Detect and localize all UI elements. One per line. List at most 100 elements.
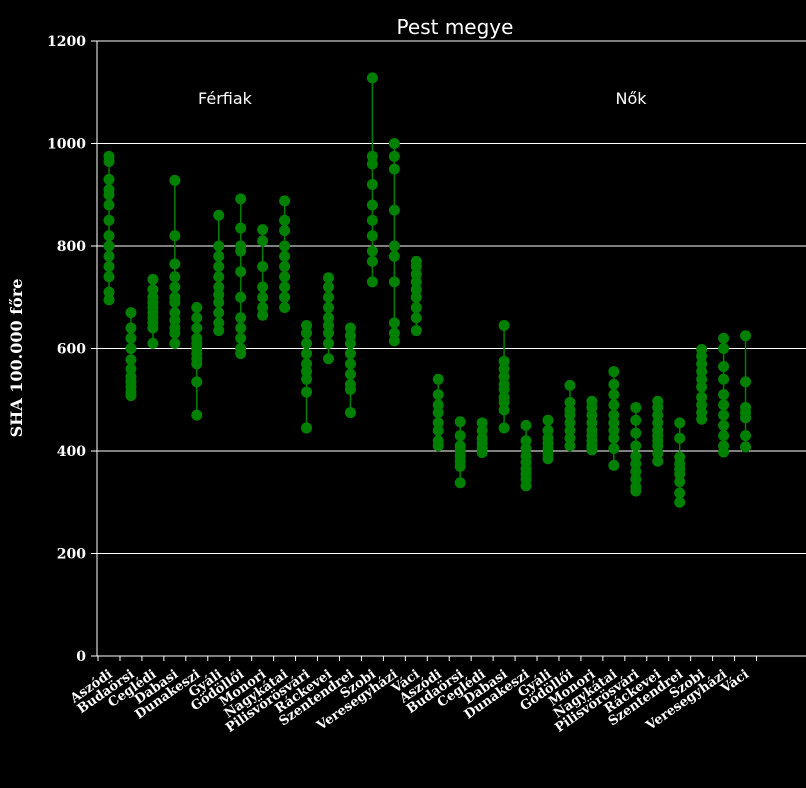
data-point (125, 307, 137, 319)
data-point (323, 291, 334, 303)
data-point (169, 291, 181, 303)
data-point (213, 296, 225, 308)
data-point (323, 327, 334, 339)
data-point (410, 312, 422, 324)
data-point (301, 327, 313, 339)
data-point (696, 344, 708, 356)
data-point (235, 222, 247, 234)
data-point (652, 448, 664, 460)
data-point (608, 459, 620, 471)
data-point (213, 209, 225, 221)
data-point (279, 291, 291, 303)
data-point (388, 317, 400, 329)
data-point (674, 476, 686, 488)
data-point (740, 430, 752, 442)
data-point (608, 366, 620, 378)
data-point (564, 417, 576, 429)
data-point (169, 258, 181, 270)
data-point (125, 343, 137, 354)
data-point (366, 150, 378, 162)
data-point (323, 302, 334, 313)
data-point (586, 425, 598, 436)
data-point (147, 291, 159, 303)
data-point (147, 284, 159, 296)
data-point (279, 195, 291, 207)
data-point (740, 401, 752, 413)
data-point (388, 327, 400, 339)
data-point (388, 250, 400, 262)
data-point (279, 261, 291, 272)
data-point (652, 417, 664, 429)
data-point (279, 250, 291, 262)
data-point (674, 432, 686, 444)
data-point (498, 404, 510, 416)
data-point (718, 430, 730, 442)
data-point (718, 419, 730, 431)
data-point (103, 294, 115, 306)
data-point (103, 184, 115, 196)
data-point (718, 332, 730, 344)
data-point (718, 440, 730, 452)
data-point (608, 425, 620, 436)
data-point (344, 368, 356, 380)
data-point (235, 240, 247, 252)
data-point (125, 322, 137, 334)
data-point (498, 355, 510, 367)
data-point (564, 404, 576, 416)
data-point (696, 358, 708, 370)
data-point (630, 458, 642, 470)
data-point (301, 366, 313, 378)
data-point (366, 179, 378, 190)
data-point (235, 193, 247, 205)
data-point (169, 230, 181, 242)
data-marks (103, 72, 752, 508)
data-point (740, 441, 752, 453)
data-point (366, 245, 378, 257)
data-point (410, 325, 422, 337)
data-point (103, 240, 115, 252)
data-point (323, 312, 334, 324)
data-point (103, 214, 115, 226)
data-point (103, 150, 115, 162)
y-tick-label: 200 (57, 547, 86, 563)
data-point (432, 425, 444, 436)
data-point (718, 409, 730, 421)
data-point (125, 332, 137, 344)
data-point (454, 416, 466, 428)
data-point (235, 266, 247, 278)
data-point (520, 419, 532, 431)
data-point (323, 281, 334, 293)
data-point (476, 425, 488, 436)
data-point (608, 432, 620, 444)
data-point (498, 363, 510, 375)
data-point (344, 358, 356, 370)
data-point (718, 373, 730, 385)
data-point (103, 199, 115, 211)
data-point (213, 317, 225, 329)
data-point (542, 414, 554, 426)
y-tick-label: 800 (57, 239, 86, 255)
data-point (279, 281, 291, 293)
data-point (630, 466, 642, 477)
data-point (674, 417, 686, 429)
data-point (718, 343, 730, 354)
data-point (696, 373, 708, 385)
data-point (630, 481, 642, 493)
data-point (125, 371, 137, 383)
data-point (191, 322, 203, 334)
data-point (498, 391, 510, 403)
axes: 0 200 400 600 800 1000 1200 (47, 34, 806, 665)
data-point (213, 325, 225, 337)
data-point (586, 409, 598, 421)
data-point (213, 250, 225, 262)
data-point (125, 354, 137, 366)
data-point (410, 284, 422, 296)
data-point (366, 158, 378, 170)
data-point (388, 240, 400, 252)
data-point (301, 358, 313, 370)
data-point (125, 363, 137, 375)
data-point (630, 450, 642, 462)
data-point (191, 409, 203, 421)
